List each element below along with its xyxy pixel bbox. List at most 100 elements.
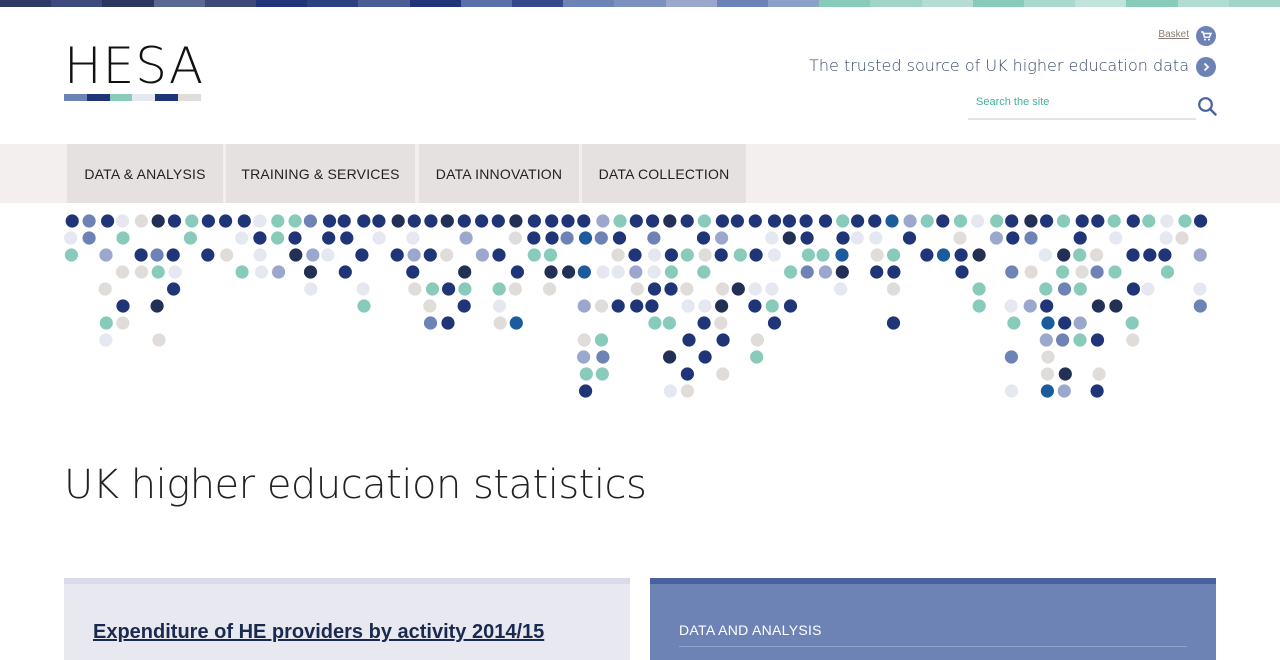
- decorative-dot: [508, 282, 522, 296]
- decorative-dot: [1126, 214, 1140, 228]
- decorative-dot: [714, 316, 728, 330]
- decorative-dot: [98, 282, 112, 296]
- decorative-dot: [372, 214, 386, 228]
- decorative-dot: [357, 214, 371, 228]
- decorative-dot: [647, 282, 662, 296]
- decorative-dot: [579, 384, 593, 398]
- decorative-dot: [953, 214, 968, 228]
- decorative-dot: [1158, 248, 1172, 262]
- search-input[interactable]: [968, 92, 1184, 112]
- decorative-dot: [527, 231, 541, 245]
- decorative-dot: [544, 265, 558, 279]
- search-icon[interactable]: [1197, 96, 1217, 116]
- decorative-dot: [835, 265, 849, 279]
- decorative-dot: [491, 214, 505, 228]
- decorative-dot: [595, 367, 609, 381]
- panel-heading: DATA AND ANALYSIS: [679, 622, 822, 638]
- decorative-dot: [869, 231, 883, 245]
- basket-cart-icon[interactable]: [1196, 26, 1216, 46]
- decorative-dot: [1005, 265, 1019, 279]
- decorative-dot: [1040, 367, 1055, 381]
- decorative-dot: [64, 248, 78, 262]
- hesa-logo[interactable]: HESA: [64, 37, 205, 101]
- decorative-dot: [545, 231, 559, 245]
- decorative-dot: [134, 265, 149, 279]
- chevron-right-icon[interactable]: [1196, 57, 1216, 77]
- decorative-dot: [800, 265, 814, 279]
- decorative-dot: [288, 214, 302, 228]
- decorative-dot: [509, 214, 523, 228]
- logo-color-bar: [64, 94, 201, 101]
- decorative-dot: [885, 214, 899, 228]
- feature-card: Expenditure of HE providers by activity …: [64, 578, 630, 660]
- decorative-dot: [611, 265, 625, 279]
- feature-link[interactable]: Expenditure of HE providers by activity …: [93, 621, 545, 643]
- decorative-dot: [1057, 384, 1071, 398]
- decorative-dot: [645, 299, 659, 313]
- decorative-dot: [662, 316, 677, 330]
- decorative-dot: [886, 316, 901, 330]
- decorative-dot: [1039, 282, 1053, 296]
- basket-link[interactable]: Basket: [1158, 29, 1189, 40]
- decorative-dot: [1193, 248, 1207, 262]
- decorative-dot: [1041, 350, 1055, 364]
- decorative-dot: [1024, 214, 1038, 228]
- decorative-dot: [612, 231, 627, 245]
- panel-divider: [679, 646, 1187, 647]
- decorative-dot: [800, 231, 814, 245]
- decorative-dot: [594, 231, 608, 245]
- decorative-dot: [220, 248, 234, 262]
- decorative-dot: [235, 265, 249, 279]
- decorative-dot: [253, 231, 267, 245]
- decorative-dot: [818, 265, 833, 279]
- decorative-dot: [1040, 384, 1054, 398]
- decorative-dot: [972, 282, 986, 296]
- decorative-dot: [816, 248, 830, 262]
- decorative-dot: [1126, 282, 1140, 296]
- decorative-dot: [543, 282, 557, 296]
- decorative-dot: [134, 248, 148, 262]
- decorative-dot: [116, 316, 130, 330]
- decorative-dot: [116, 231, 130, 245]
- decorative-dot: [493, 316, 507, 330]
- decorative-dot: [1143, 248, 1157, 262]
- nav-item-data-innovation[interactable]: DATA INNOVATION: [419, 144, 579, 203]
- decorative-dot: [765, 282, 779, 296]
- decorative-dot: [492, 282, 506, 296]
- decorative-dot: [851, 214, 865, 228]
- decorative-dot: [355, 248, 369, 262]
- decorative-dot: [682, 333, 696, 347]
- nav-item-training-services[interactable]: TRAINING & SERVICES: [226, 144, 415, 203]
- logo-text: HESA: [64, 37, 205, 95]
- nav-item-data-analysis[interactable]: DATA & ANALYSIS: [67, 144, 223, 203]
- decorative-dot: [545, 214, 559, 228]
- decorative-dot: [235, 231, 249, 245]
- decorative-dot: [167, 282, 181, 296]
- decorative-dot: [303, 214, 317, 228]
- tagline[interactable]: The trusted source of UK higher educatio…: [809, 56, 1189, 75]
- decorative-dot: [1006, 231, 1020, 245]
- decorative-dot-pattern: [64, 214, 1208, 398]
- decorative-dot: [475, 248, 489, 262]
- decorative-dot: [423, 248, 437, 262]
- nav-item-data-collection[interactable]: DATA COLLECTION: [582, 144, 746, 203]
- decorative-dot: [696, 231, 711, 245]
- decorative-dot: [936, 214, 950, 228]
- decorative-dot: [1160, 214, 1174, 228]
- decorative-dot: [288, 231, 302, 245]
- decorative-dot: [577, 214, 591, 228]
- decorative-dot: [1092, 367, 1106, 381]
- decorative-dot: [628, 248, 642, 262]
- page-title: UK higher education statistics: [64, 462, 647, 508]
- decorative-dot: [920, 214, 934, 228]
- decorative-dot: [508, 231, 522, 245]
- decorative-dot: [782, 214, 797, 228]
- decorative-dot: [1039, 333, 1053, 347]
- decorative-dot: [920, 248, 934, 262]
- decorative-dot: [1004, 350, 1019, 364]
- decorative-dot: [151, 265, 165, 279]
- decorative-dot: [1073, 231, 1087, 245]
- decorative-dot: [715, 299, 729, 313]
- decorative-dot: [1005, 384, 1019, 398]
- decorative-dot: [1090, 333, 1105, 347]
